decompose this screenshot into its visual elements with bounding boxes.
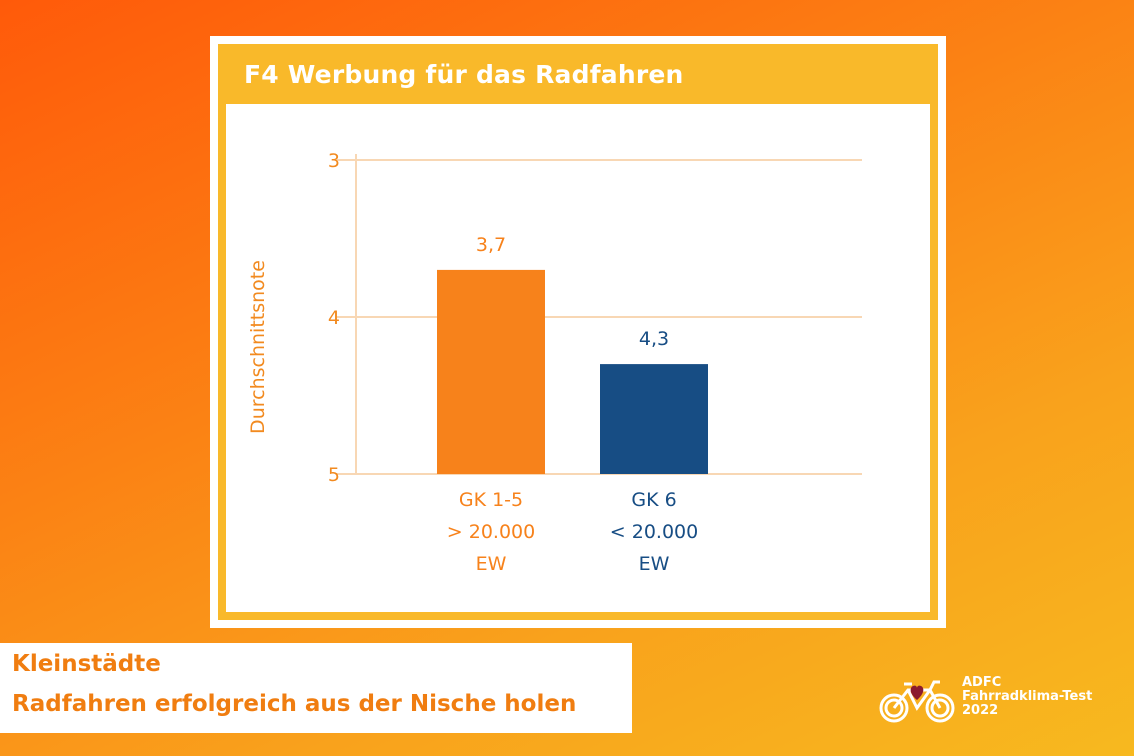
bar — [600, 364, 708, 474]
adfc-logo: ADFC Fahrradklima-Test 2022 — [876, 676, 1126, 726]
x-tick-label: EW — [639, 553, 670, 575]
footer-caption: Kleinstädte Radfahren erfolgreich aus de… — [0, 643, 632, 733]
x-tick-label: EW — [476, 553, 507, 575]
brand-line-adfc: ADFC — [962, 675, 1002, 690]
bar — [437, 269, 545, 474]
y-tick-label: 4 — [328, 307, 340, 329]
x-tick-label: GK 1-5 — [459, 489, 523, 511]
chart-title: F4 Werbung für das Radfahren — [244, 60, 684, 89]
footer-subtitle: Radfahren erfolgreich aus der Nische hol… — [12, 691, 577, 717]
adfc-wordmark: ADFC Fahrradklima-Test 2022 — [962, 676, 1092, 718]
chart-card: F4 Werbung für das Radfahren 3 4 5 Durchsch… — [210, 36, 946, 628]
brand-line-year: 2022 — [962, 703, 999, 718]
footer-title: Kleinstädte — [12, 651, 161, 677]
data-label: 3,7 — [476, 234, 506, 256]
chart-card-frame: F4 Werbung für das Radfahren — [218, 44, 938, 620]
y-tick-label: 3 — [328, 150, 340, 172]
x-tick-label: > 20.000 — [447, 521, 535, 543]
data-label: 4,3 — [639, 328, 669, 350]
bicycle-heart-icon — [879, 680, 955, 723]
y-axis-label: Durchschnittsnote — [247, 260, 269, 434]
x-tick-label: < 20.000 — [610, 521, 698, 543]
plot-panel — [226, 104, 930, 612]
y-tick-label: 5 — [328, 464, 340, 486]
bar-chart: 3 4 5 Durchschnittsnote 3,7 GK 1-5 > 20.000 EW 4… — [247, 150, 862, 575]
brand-line-test: Fahrradklima-Test — [962, 689, 1093, 704]
x-tick-label: GK 6 — [631, 489, 676, 511]
